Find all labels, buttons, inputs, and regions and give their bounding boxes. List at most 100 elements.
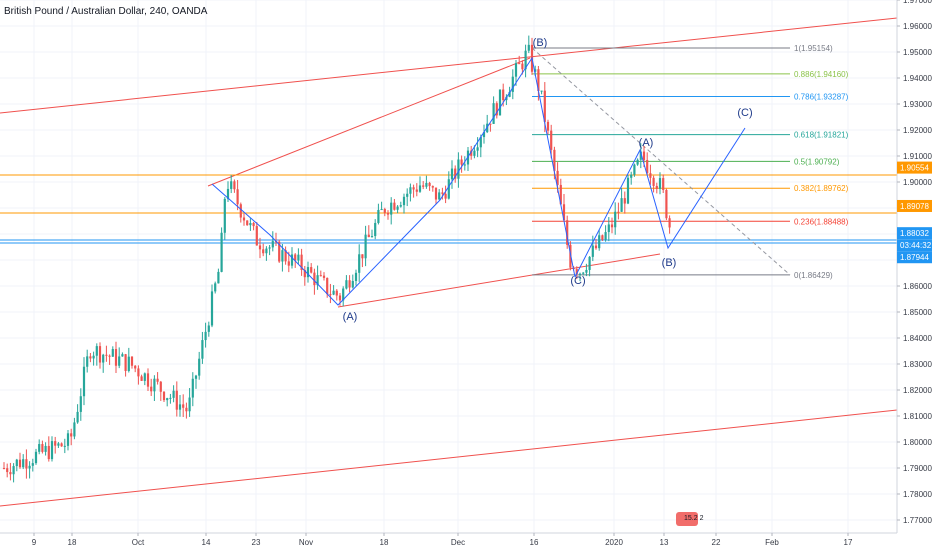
y-tick-label: 1.92000 — [903, 126, 932, 135]
candle-body — [278, 241, 281, 262]
wave-label: (A) — [639, 137, 654, 149]
x-tick-label: 14 — [202, 538, 211, 547]
candle-body — [559, 184, 562, 205]
y-tick-label: 1.78000 — [903, 490, 932, 499]
candle-body — [137, 368, 140, 377]
candle-body — [438, 192, 441, 200]
candle-body — [220, 232, 223, 272]
candle-body — [431, 186, 434, 188]
wave-label: (C) — [737, 107, 752, 119]
candle-body — [502, 89, 505, 101]
candle-body — [534, 69, 537, 72]
candle-body — [578, 273, 582, 275]
candle-body — [428, 182, 431, 187]
wave-label: (B) — [533, 37, 548, 49]
candle-body — [25, 459, 28, 469]
candle-body — [44, 445, 47, 452]
candle-body — [527, 44, 530, 51]
candle-body — [454, 168, 457, 179]
candle-body — [175, 390, 178, 410]
candle-body — [98, 346, 102, 363]
candle-body — [287, 261, 290, 266]
candle-body — [537, 69, 540, 92]
candle-body — [28, 465, 31, 469]
candle-body — [450, 168, 454, 180]
candle-body — [543, 90, 546, 122]
candle-body — [406, 193, 409, 197]
fib-level-label: 0.236(1.88488) — [794, 217, 849, 226]
candle-body — [646, 159, 649, 174]
candle-body — [246, 220, 249, 226]
fib-level-label: 0.382(1.89762) — [794, 184, 849, 193]
candle-body — [374, 222, 377, 237]
grid — [0, 0, 897, 533]
candle-body — [146, 373, 150, 387]
candle-body — [57, 443, 60, 446]
candle-body — [422, 185, 425, 187]
candle-body — [166, 398, 169, 401]
candle-body — [252, 223, 255, 227]
candle-body — [614, 211, 617, 228]
candle-body — [585, 269, 588, 273]
candle-body — [41, 444, 44, 452]
time-axis[interactable]: 9 18 Oct 14 23 Nov 18 Dec 16 2020 13 22 Feb 17 — [0, 532, 897, 547]
x-tick-label: Oct — [132, 538, 145, 547]
candle-body — [441, 192, 444, 194]
candle-body — [18, 459, 22, 468]
y-tick-label: 1.86000 — [903, 282, 932, 291]
watermark-text: 15.2 2 — [684, 515, 704, 522]
candle-body — [636, 159, 639, 165]
fib-level-label: 0.786(1.93287) — [794, 93, 849, 102]
candle-body — [198, 358, 201, 376]
candle-body — [476, 147, 479, 151]
candle-body — [521, 63, 524, 70]
candle-body — [268, 247, 271, 249]
candle-body — [607, 224, 610, 233]
candle-body — [316, 275, 319, 286]
candle-body — [588, 256, 591, 270]
candle-body — [342, 288, 345, 301]
candle-body — [233, 181, 236, 190]
candle-body — [495, 103, 498, 116]
price-tag — [897, 239, 932, 252]
candle-body — [178, 404, 182, 410]
price-tag — [897, 251, 932, 264]
candle-body — [89, 356, 92, 359]
candle-body — [415, 189, 418, 192]
candle-body — [12, 466, 15, 475]
candle-body — [50, 441, 54, 460]
y-tick-label: 1.97000 — [903, 0, 932, 5]
candle-body — [361, 254, 364, 259]
candle-body — [617, 211, 620, 213]
wave-label: (C) — [570, 275, 585, 287]
y-tick-label: 1.91000 — [903, 152, 932, 161]
price-tag-label: 1.90554 — [900, 164, 929, 173]
x-tick-label: 16 — [530, 538, 539, 547]
candle-body — [172, 390, 175, 398]
fib-diagonal — [531, 47, 791, 276]
candle-body — [348, 280, 351, 288]
price-tag-label: 1.87944 — [900, 253, 929, 262]
candle-body — [82, 366, 86, 397]
price-axis[interactable]: 1.97000 1.96000 1.95000 1.94000 1.93000 1.920… — [896, 0, 932, 533]
candle-body — [518, 63, 521, 65]
candle-body — [86, 356, 89, 367]
candle-body — [188, 397, 191, 412]
candle-body — [524, 50, 527, 70]
candle-body — [143, 373, 146, 381]
candle-body — [306, 267, 310, 278]
candle-body — [546, 121, 550, 131]
candle-body — [249, 223, 252, 226]
candle-body — [460, 159, 463, 165]
candle-body — [396, 206, 399, 210]
candle-body — [214, 283, 217, 292]
price-tag-label: 1.88032 — [900, 229, 929, 238]
candle-body — [294, 254, 297, 261]
candle-body — [319, 275, 322, 277]
candle-body — [626, 177, 630, 204]
x-tick-label: Dec — [451, 538, 465, 547]
candle-body — [332, 290, 335, 295]
candle-body — [118, 356, 121, 366]
candle-body — [114, 349, 118, 366]
